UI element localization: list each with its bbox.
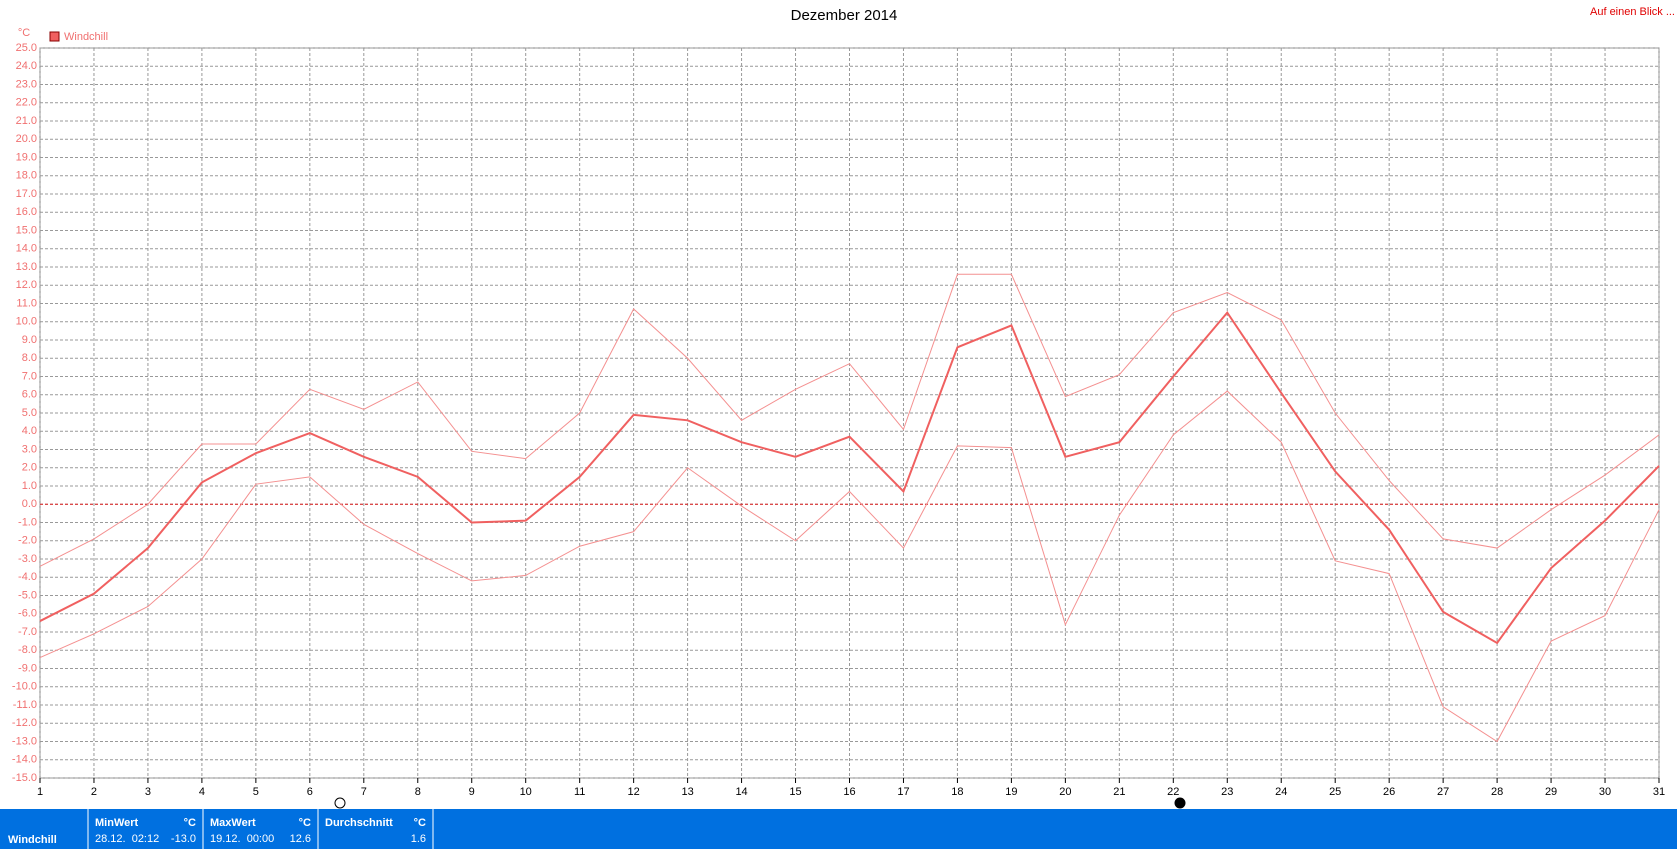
x-tick-label: 7 <box>361 786 367 798</box>
y-tick-label: 23.0 <box>16 78 37 90</box>
x-tick-label: 28 <box>1491 786 1503 798</box>
x-tick-label: 10 <box>520 786 532 798</box>
cell-date: 19.12. 00:00 <box>210 833 274 845</box>
y-tick-label: -11.0 <box>13 699 37 711</box>
cell-unit: °C <box>414 817 426 829</box>
x-tick-label: 5 <box>253 786 259 798</box>
x-tick-label: 15 <box>789 786 801 798</box>
y-tick-label: -1.0 <box>18 516 37 528</box>
y-tick-label: 16.0 <box>16 206 37 218</box>
link[interactable]: Auf einen Blick ... <box>1590 6 1675 18</box>
y-tick-label: -12.0 <box>12 717 37 729</box>
x-tick-label: 11 <box>574 786 585 798</box>
x-tick-label: 25 <box>1329 786 1341 798</box>
y-tick-label: 21.0 <box>16 115 37 127</box>
x-tick-label: 26 <box>1383 786 1395 798</box>
y-tick-label: -2.0 <box>18 535 37 547</box>
x-tick-label: 4 <box>199 786 205 798</box>
y-tick-label: -9.0 <box>18 662 37 674</box>
x-tick-label: 30 <box>1599 786 1611 798</box>
y-tick-label: -4.0 <box>18 571 37 583</box>
x-tick-label: 18 <box>951 786 963 798</box>
cell-unit: °C <box>184 817 196 829</box>
cell-title: MinWert <box>95 817 139 829</box>
x-tick-label: 22 <box>1167 786 1179 798</box>
y-tick-label: 14.0 <box>16 243 37 255</box>
y-tick-label: 5.0 <box>22 407 37 419</box>
cell-value: 1.6 <box>411 833 426 845</box>
y-tick-label: -5.0 <box>18 589 37 601</box>
cell-title: MaxWert <box>210 817 256 829</box>
moon-icon <box>1174 797 1186 809</box>
y-tick-label: 25.0 <box>16 42 37 54</box>
y-tick-label: 20.0 <box>16 133 37 145</box>
y-tick-label: 12.0 <box>16 279 37 291</box>
x-tick-label: 12 <box>628 786 640 798</box>
moon-icon <box>334 797 346 809</box>
y-tick-label: -14.0 <box>12 754 37 766</box>
x-tick-label: 17 <box>897 786 909 798</box>
y-tick-label: -8.0 <box>18 644 37 656</box>
x-tick-label: 24 <box>1275 786 1287 798</box>
cell-value: -13.0 <box>171 833 196 845</box>
cell-title: Durchschnitt <box>325 817 393 829</box>
y-tick-label: 24.0 <box>16 60 37 72</box>
y-tick-label: 9.0 <box>22 334 37 346</box>
x-tick-label: 2 <box>91 786 97 798</box>
y-tick-label: 2.0 <box>22 462 37 474</box>
y-tick-label: 15.0 <box>16 224 37 236</box>
y-tick-label: 10.0 <box>16 316 37 328</box>
x-tick-label: 14 <box>735 786 747 798</box>
x-tick-label: 8 <box>415 786 421 798</box>
legend-swatch <box>49 31 60 42</box>
x-tick-label: 21 <box>1113 786 1125 798</box>
y-tick-label: -10.0 <box>12 681 37 693</box>
y-tick-label: 22.0 <box>16 97 37 109</box>
y-tick-label: -3.0 <box>18 553 37 565</box>
x-tick-label: 16 <box>843 786 855 798</box>
summary-bar <box>0 809 1677 849</box>
x-tick-label: 23 <box>1221 786 1233 798</box>
x-tick-label: 31 <box>1653 786 1665 798</box>
x-tick-label: 27 <box>1437 786 1449 798</box>
legend-label: Windchill <box>64 31 108 43</box>
y-tick-label: 7.0 <box>22 370 37 382</box>
y-tick-label: 11.0 <box>16 297 37 309</box>
y-tick-label: 19.0 <box>16 151 37 163</box>
x-tick-label: 13 <box>681 786 693 798</box>
y-tick-label: 18.0 <box>16 170 37 182</box>
y-tick-label: -7.0 <box>18 626 37 638</box>
x-tick-label: 3 <box>145 786 151 798</box>
y-tick-label: 4.0 <box>22 425 37 437</box>
series-line <box>39 310 1660 645</box>
y-tick-label: 13.0 <box>16 261 37 273</box>
x-tick-label: 20 <box>1059 786 1071 798</box>
x-tick-label: 9 <box>469 786 475 798</box>
x-tick-label: 29 <box>1545 786 1557 798</box>
cell-unit: °C <box>299 817 311 829</box>
y-tick-label: 17.0 <box>16 188 37 200</box>
x-tick-label: 6 <box>307 786 313 798</box>
y-tick-label: 1.0 <box>22 480 37 492</box>
y-tick-label: -13.0 <box>12 735 37 747</box>
x-tick-label: 1 <box>37 786 43 798</box>
y-tick-label: 8.0 <box>22 352 37 364</box>
series-line <box>39 273 1660 567</box>
cell-date: 28.12. 02:12 <box>95 833 159 845</box>
x-tick-label: 19 <box>1005 786 1017 798</box>
chart-title: Dezember 2014 <box>791 7 898 24</box>
y-tick-label: 0.0 <box>22 498 37 510</box>
y-tick-label: -6.0 <box>18 608 37 620</box>
y-tick-label: 6.0 <box>22 389 37 401</box>
summary-label: Windchill <box>8 834 57 846</box>
series-line <box>39 390 1660 743</box>
y-tick-label: -15.0 <box>12 772 37 784</box>
cell-value: 12.6 <box>290 833 311 845</box>
y-axis-label: °C <box>18 27 30 39</box>
y-tick-label: 3.0 <box>22 443 37 455</box>
